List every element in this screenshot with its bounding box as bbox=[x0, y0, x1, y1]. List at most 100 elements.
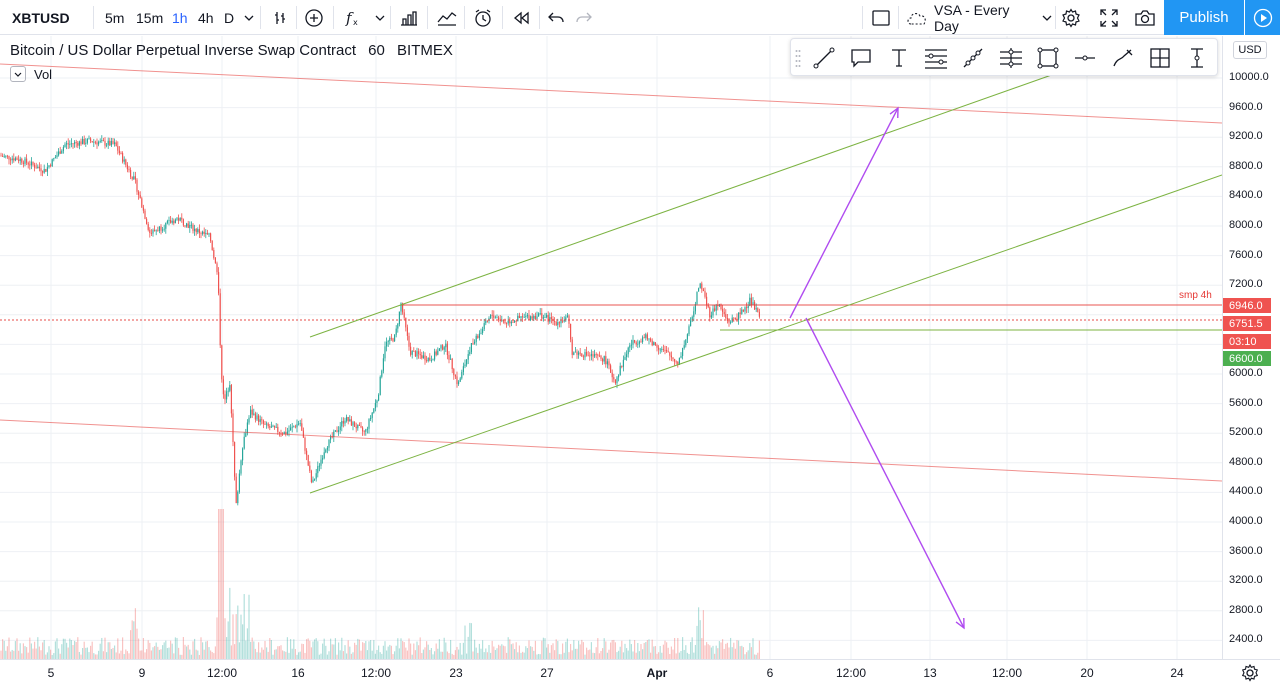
parallel-channel-icon[interactable] bbox=[996, 43, 1026, 73]
volume-bar bbox=[469, 622, 471, 659]
chart-pane[interactable] bbox=[0, 36, 1223, 659]
volume-bar bbox=[155, 642, 157, 659]
volume-bar bbox=[130, 630, 132, 659]
volume-bar bbox=[354, 642, 356, 659]
volume-bar bbox=[373, 640, 375, 659]
volume-bar bbox=[565, 641, 567, 659]
undo-icon[interactable] bbox=[545, 0, 567, 35]
candle-body bbox=[395, 328, 397, 335]
camera-icon[interactable] bbox=[1133, 0, 1157, 35]
template-select[interactable]: VSA - Every Day bbox=[906, 0, 1052, 35]
candle-body bbox=[672, 357, 674, 359]
compare-add-icon[interactable] bbox=[302, 0, 326, 35]
candle-body bbox=[104, 140, 106, 146]
price-tick-label: 5200.0 bbox=[1229, 426, 1263, 439]
bar-style-icon[interactable] bbox=[268, 0, 292, 35]
volume-bar bbox=[171, 643, 173, 659]
layout-select-icon[interactable] bbox=[870, 0, 892, 35]
collapse-toggle[interactable] bbox=[10, 66, 26, 82]
volume-bar bbox=[518, 645, 520, 659]
candle-body bbox=[389, 337, 391, 342]
candle-body bbox=[582, 356, 584, 358]
candle-body bbox=[723, 311, 725, 315]
fullscreen-icon[interactable] bbox=[1097, 0, 1121, 35]
candle-body bbox=[59, 151, 61, 154]
volume-bar bbox=[722, 639, 724, 659]
volume-bar bbox=[66, 642, 68, 659]
symbol-search[interactable]: XBTUSD bbox=[12, 9, 70, 26]
timeframe-1h[interactable]: 1h bbox=[172, 9, 188, 26]
volume-bar bbox=[266, 647, 268, 659]
volume-bar bbox=[18, 650, 20, 659]
volume-bar bbox=[742, 647, 744, 659]
candle-body bbox=[499, 320, 501, 321]
compare-chart-icon[interactable] bbox=[435, 0, 459, 35]
gear-icon[interactable] bbox=[1240, 663, 1260, 688]
candle-body bbox=[141, 198, 143, 208]
timeframe-d[interactable]: D bbox=[224, 9, 235, 26]
candle-body bbox=[443, 347, 445, 350]
timeframe-4h[interactable]: 4h bbox=[198, 9, 214, 26]
volume-bar bbox=[627, 650, 629, 659]
volume-bar bbox=[523, 652, 525, 659]
volume-bar bbox=[758, 640, 760, 659]
text-icon[interactable] bbox=[884, 43, 914, 73]
time-axis[interactable] bbox=[0, 659, 1280, 688]
drag-handle-icon[interactable] bbox=[795, 49, 801, 67]
trend-line-icon[interactable] bbox=[809, 43, 839, 73]
price-range-icon[interactable] bbox=[1182, 43, 1212, 73]
volume-bar bbox=[299, 651, 301, 659]
candle-body bbox=[245, 433, 247, 437]
candle-body bbox=[744, 307, 746, 312]
candle-body bbox=[626, 354, 628, 358]
path-icon[interactable] bbox=[958, 43, 988, 73]
candle-body bbox=[427, 357, 429, 362]
volume-bar bbox=[728, 647, 730, 659]
price-chart[interactable] bbox=[0, 36, 1223, 659]
brush-icon[interactable] bbox=[1108, 43, 1138, 73]
candle-body bbox=[198, 229, 200, 234]
volume-bar bbox=[472, 651, 474, 659]
candle-body bbox=[642, 337, 644, 343]
alert-icon[interactable] bbox=[471, 0, 495, 35]
horizontal-line-icon[interactable] bbox=[1070, 43, 1100, 73]
currency-button[interactable]: USD bbox=[1233, 41, 1267, 59]
candle-body bbox=[699, 283, 701, 289]
volume-bar bbox=[648, 639, 650, 659]
candle-body bbox=[334, 430, 336, 432]
candle-body bbox=[702, 289, 704, 292]
candle-body bbox=[397, 323, 399, 329]
candle-body bbox=[234, 442, 236, 477]
replay-icon[interactable] bbox=[509, 0, 533, 35]
volume-bar bbox=[197, 650, 199, 659]
chevron-down-icon[interactable] bbox=[240, 0, 258, 35]
volume-bar bbox=[464, 625, 466, 659]
callout-icon[interactable] bbox=[846, 43, 876, 73]
candle-body bbox=[752, 302, 754, 305]
volume-bar bbox=[467, 636, 469, 659]
volume-bar bbox=[405, 647, 407, 659]
volume-bar bbox=[394, 651, 396, 659]
volume-bar bbox=[541, 640, 543, 659]
timeframe-5m[interactable]: 5m bbox=[105, 9, 125, 26]
volume-bar bbox=[645, 642, 647, 659]
candle-body bbox=[542, 317, 544, 319]
volume-bar bbox=[747, 650, 749, 659]
candle-body bbox=[600, 355, 602, 359]
volume-bar bbox=[501, 644, 503, 659]
volume-bar bbox=[534, 640, 536, 659]
publish-options-button[interactable] bbox=[1244, 0, 1280, 35]
redo-icon[interactable] bbox=[573, 0, 595, 35]
grid-icon[interactable] bbox=[1145, 43, 1175, 73]
gear-icon[interactable] bbox=[1059, 0, 1083, 35]
rectangle-icon[interactable] bbox=[1033, 43, 1063, 73]
chevron-down-icon[interactable] bbox=[372, 0, 388, 35]
financials-icon[interactable] bbox=[397, 0, 421, 35]
candle-body bbox=[653, 342, 655, 346]
candle-body bbox=[536, 316, 538, 319]
fib-retracement-icon[interactable] bbox=[921, 43, 951, 73]
timeframe-15m[interactable]: 15m bbox=[136, 9, 164, 26]
publish-button[interactable]: Publish bbox=[1164, 0, 1244, 35]
candle-body bbox=[622, 359, 624, 367]
